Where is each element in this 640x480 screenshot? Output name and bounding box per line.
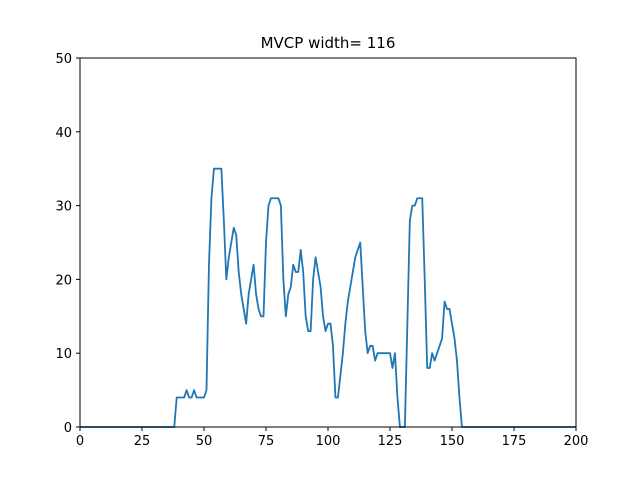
y-tick-label: 30 — [55, 200, 72, 215]
x-tick-label: 0 — [76, 434, 84, 449]
plot-frame — [79, 57, 577, 428]
x-tick-label: 125 — [378, 434, 403, 449]
x-tick-label: 175 — [502, 434, 527, 449]
x-tick-label: 75 — [258, 434, 275, 449]
y-tick-label: 20 — [55, 273, 72, 288]
data-line — [80, 167, 576, 428]
chart-title: MVCP width= 116 — [261, 34, 396, 52]
y-tick-label: 0 — [64, 421, 72, 436]
y-tick-label: 50 — [55, 52, 72, 67]
x-tick-label: 200 — [564, 434, 589, 449]
x-tick-label: 150 — [440, 434, 465, 449]
x-tick-label: 50 — [196, 434, 213, 449]
x-tick-label: 25 — [134, 434, 151, 449]
y-tick-label: 10 — [55, 347, 72, 362]
y-tick-label: 40 — [55, 126, 72, 141]
x-tick-label: 100 — [316, 434, 341, 449]
